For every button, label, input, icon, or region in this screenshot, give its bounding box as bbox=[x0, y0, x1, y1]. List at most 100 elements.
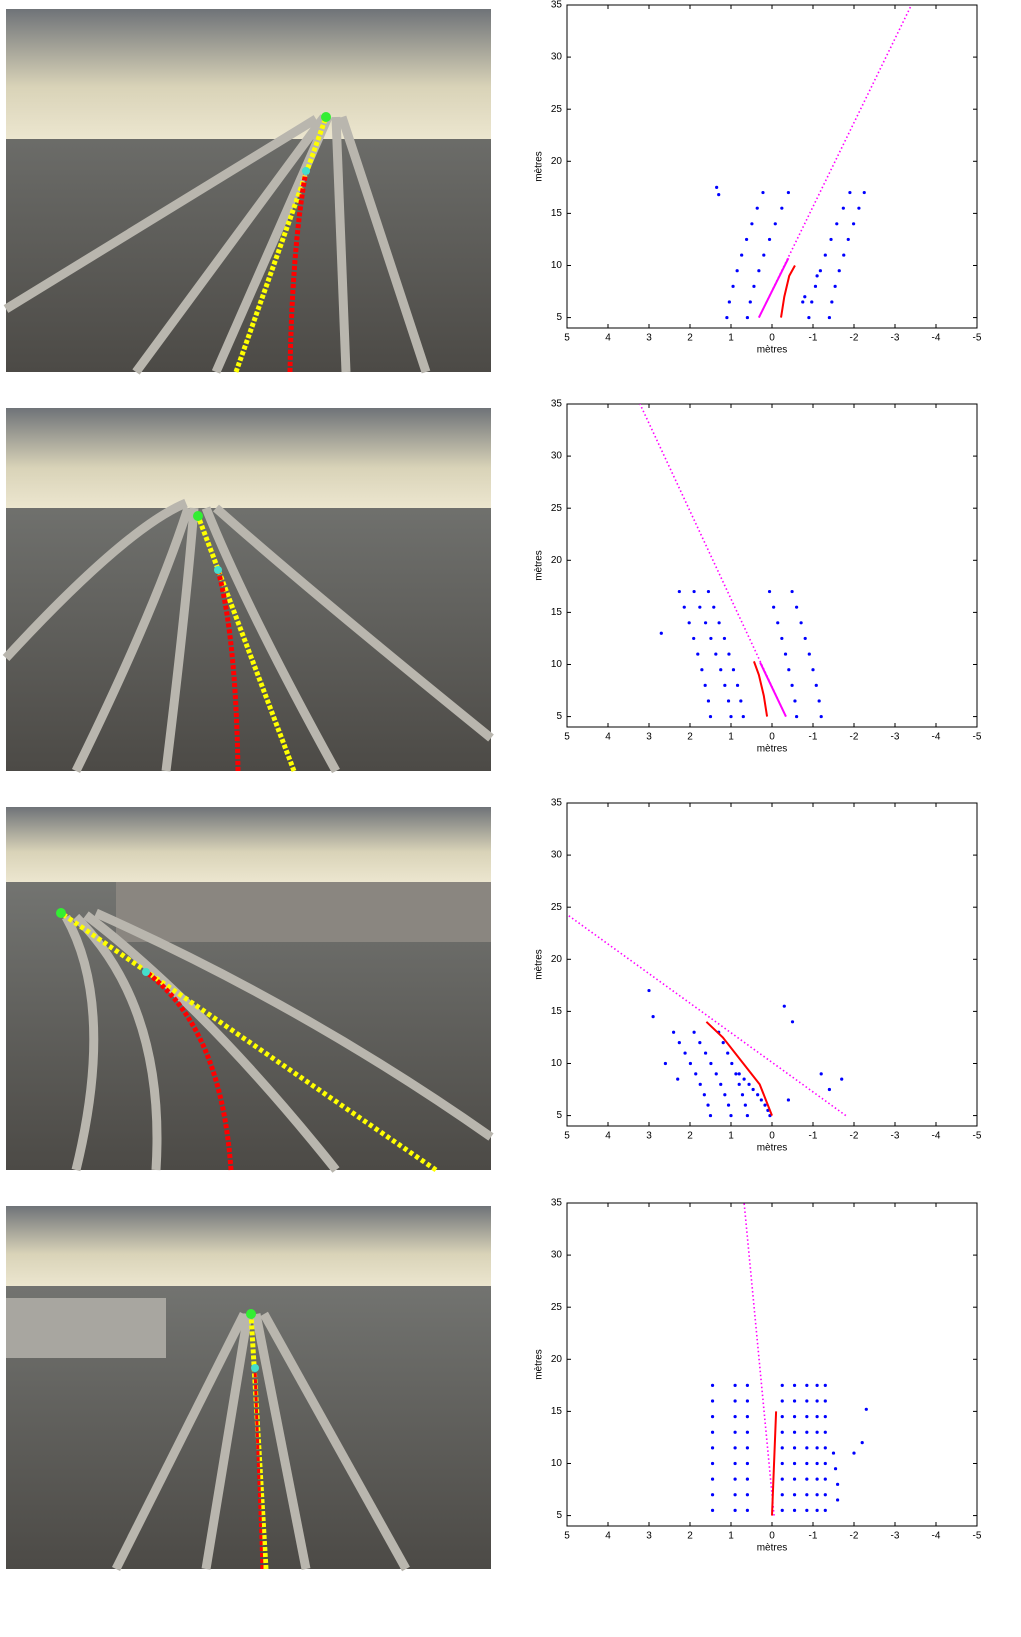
x-tick-label: -3 bbox=[891, 1131, 900, 1142]
x-tick-label: -2 bbox=[850, 732, 859, 743]
red-track bbox=[253, 1367, 264, 1570]
red-track bbox=[215, 569, 241, 772]
point bbox=[745, 1461, 750, 1466]
x-tick-label: 0 bbox=[769, 333, 775, 344]
y-tick-label: 20 bbox=[551, 954, 563, 965]
point bbox=[735, 683, 740, 687]
point bbox=[780, 1399, 784, 1403]
point bbox=[792, 1461, 797, 1466]
point bbox=[815, 1446, 819, 1450]
point bbox=[741, 714, 745, 719]
point bbox=[815, 1493, 819, 1497]
x-tick-label: -1 bbox=[809, 333, 818, 344]
y-tick-label: 15 bbox=[551, 1406, 563, 1417]
x-tick-label: -5 bbox=[973, 732, 982, 743]
y-tick-label: 10 bbox=[551, 260, 563, 271]
point bbox=[729, 714, 733, 719]
yellow-track bbox=[233, 116, 329, 373]
point bbox=[840, 1077, 844, 1081]
point bbox=[815, 1508, 819, 1512]
point bbox=[851, 222, 856, 226]
point bbox=[831, 1451, 836, 1455]
point bbox=[683, 1051, 687, 1055]
y-tick-label: 35 bbox=[551, 798, 563, 809]
plot: 5 4 3 2 1 0 -1 -2 -3 -4 -55101520253035mètresmètre… bbox=[534, 1198, 982, 1554]
point bbox=[712, 605, 716, 609]
point bbox=[780, 1383, 784, 1387]
x-tick-label: 2 bbox=[687, 1531, 693, 1542]
x-tick-label: 3 bbox=[646, 333, 652, 344]
point bbox=[792, 1383, 797, 1387]
point bbox=[772, 605, 776, 609]
x-tick-label: 0 bbox=[769, 1131, 775, 1142]
point bbox=[710, 1477, 715, 1481]
point bbox=[780, 206, 784, 210]
y-tick-label: 5 bbox=[556, 711, 562, 722]
point bbox=[810, 300, 814, 304]
x-tick-label: -3 bbox=[891, 333, 900, 344]
point bbox=[848, 190, 852, 195]
point bbox=[823, 1477, 827, 1481]
point bbox=[755, 206, 759, 210]
x-tick-label: 5 bbox=[564, 1531, 570, 1542]
marks bbox=[710, 1203, 868, 1516]
point bbox=[823, 1461, 827, 1466]
y-tick-label: 20 bbox=[551, 555, 563, 566]
point bbox=[830, 300, 834, 304]
x-tick-label: -3 bbox=[891, 1531, 900, 1542]
point bbox=[733, 1461, 737, 1466]
x-tick-label: -2 bbox=[850, 333, 859, 344]
photo-sky bbox=[6, 1206, 491, 1286]
point bbox=[739, 699, 743, 703]
x-tick-label: 2 bbox=[687, 732, 693, 743]
point bbox=[759, 1098, 763, 1102]
curve bbox=[757, 257, 790, 319]
point bbox=[676, 1077, 680, 1081]
plot: 5 4 3 2 1 0 -1 -2 -3 -4 -55101520253035mètresmètre… bbox=[534, 399, 982, 755]
y-axis-label: mètres bbox=[534, 1349, 545, 1380]
x-tick-label: 4 bbox=[605, 1131, 611, 1142]
y-axis-label: mètres bbox=[534, 151, 545, 182]
curve bbox=[771, 1411, 778, 1516]
point bbox=[733, 1493, 737, 1497]
x-tick-label: 2 bbox=[687, 333, 693, 344]
point bbox=[710, 1383, 715, 1387]
point bbox=[841, 206, 845, 210]
point bbox=[715, 185, 719, 189]
point bbox=[748, 300, 752, 304]
point bbox=[731, 284, 735, 288]
point bbox=[860, 1441, 864, 1445]
y-tick-label: 25 bbox=[551, 902, 563, 913]
point bbox=[726, 699, 731, 703]
point bbox=[706, 1103, 710, 1107]
point bbox=[790, 589, 794, 594]
point bbox=[698, 605, 702, 609]
point bbox=[792, 1430, 797, 1434]
point bbox=[815, 1414, 819, 1419]
point bbox=[767, 237, 772, 242]
y-tick-label: 25 bbox=[551, 104, 563, 115]
point bbox=[807, 652, 811, 656]
photo-sky bbox=[6, 9, 491, 139]
point bbox=[815, 274, 819, 278]
y-tick-label: 15 bbox=[551, 607, 563, 618]
point bbox=[782, 1004, 786, 1008]
x-tick-label: -1 bbox=[809, 1131, 818, 1142]
point bbox=[743, 1103, 747, 1107]
y-tick-label: 25 bbox=[551, 503, 563, 514]
point bbox=[780, 1414, 784, 1419]
x-tick-label: 4 bbox=[605, 732, 611, 743]
point bbox=[815, 1477, 819, 1481]
photo-4 bbox=[6, 1206, 491, 1572]
x-tick-label: 1 bbox=[728, 1131, 734, 1142]
x-tick-label: 1 bbox=[728, 1531, 734, 1542]
terminal bbox=[6, 1298, 166, 1358]
point bbox=[780, 1493, 784, 1497]
point bbox=[780, 1461, 784, 1466]
x-tick-label: -2 bbox=[850, 1531, 859, 1542]
point bbox=[805, 1446, 809, 1450]
y-tick-label: 20 bbox=[551, 156, 563, 167]
point bbox=[803, 636, 807, 641]
point bbox=[659, 631, 663, 635]
x-axis-label: mètres bbox=[757, 1543, 788, 1554]
